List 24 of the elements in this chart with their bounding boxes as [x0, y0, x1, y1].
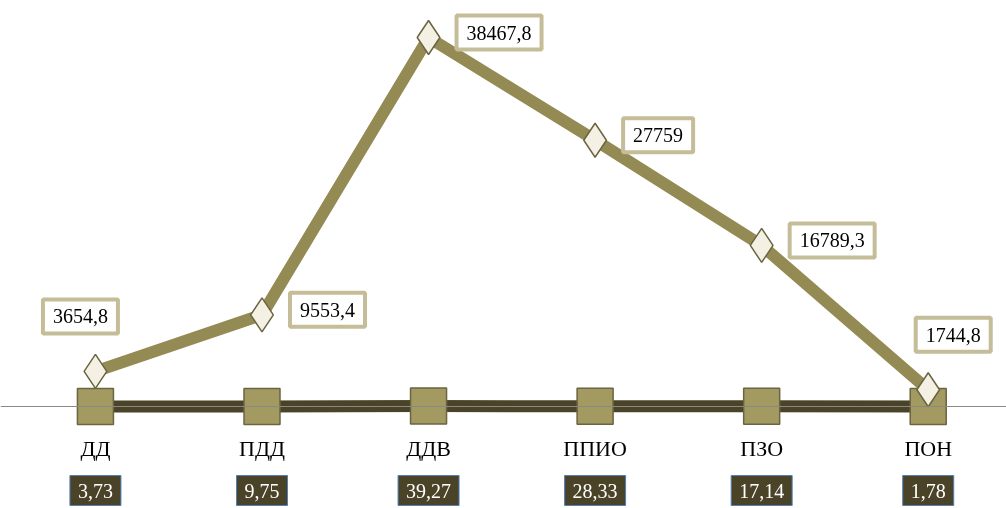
data-label: 17,14	[739, 479, 785, 502]
point	[243, 387, 281, 426]
x-tick-label: ПЗО	[740, 436, 784, 461]
data-label: 9553,4	[299, 298, 355, 321]
data-label: 38467,8	[466, 21, 532, 44]
x-tick-label: ПДД	[239, 436, 285, 461]
data-label: 3654,8	[52, 305, 108, 328]
data-label: 28,33	[572, 479, 618, 502]
point	[409, 387, 448, 425]
data-label: 27759	[633, 124, 684, 147]
x-tick-label: ППИО	[563, 436, 627, 461]
data-label: 9,75	[244, 479, 280, 502]
data-label: 1744,8	[925, 323, 981, 346]
data-label: 3,73	[77, 479, 113, 502]
point	[742, 387, 781, 426]
x-tick-label: ПОН	[904, 436, 953, 461]
data-label: 16789,3	[799, 229, 865, 252]
point	[76, 387, 115, 426]
point	[249, 297, 275, 333]
x-tick-label: ДД	[80, 436, 111, 461]
point	[576, 387, 614, 425]
data-label: 1,78	[910, 479, 946, 502]
data-label: 39,27	[406, 479, 452, 502]
x-tick-label: ДДВ	[406, 436, 451, 461]
